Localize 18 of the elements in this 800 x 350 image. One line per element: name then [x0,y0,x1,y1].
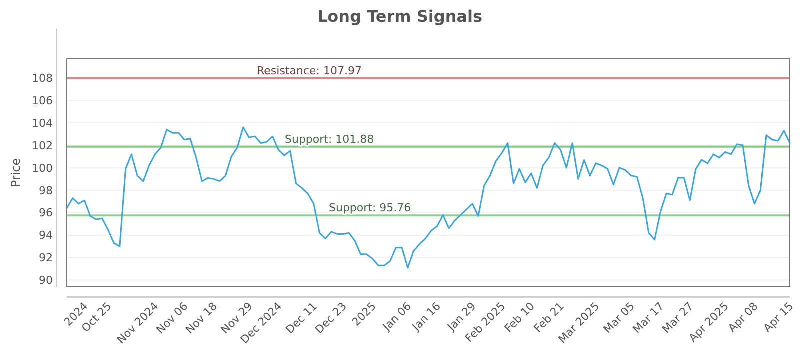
line-series [66,126,791,269]
y-tick-label: 108 [32,72,53,85]
y-tick-label: 90 [39,274,53,288]
y-tick-label: 102 [32,139,53,152]
y-tick-label: 100 [32,162,53,175]
ref-line-label: Support: 101.88 [285,132,374,146]
y-tick-label: 92 [39,252,53,265]
chart-title: Long Term Signals [317,7,483,26]
y-tick-label: 96 [39,206,53,220]
y-tick-label: 106 [32,94,53,108]
y-tick-label: 98 [39,184,53,198]
x-tick-label: Apr 15 [761,300,796,335]
x-tick-label: Jan 16 [409,300,444,334]
y-tick-label: 104 [32,116,53,130]
y-tick-label: 94 [39,229,53,242]
ref-line-label: Support: 95.76 [329,202,412,215]
ref-line-label: Resistance: 107.97 [257,64,362,78]
y-axis-title: Price [9,158,23,188]
